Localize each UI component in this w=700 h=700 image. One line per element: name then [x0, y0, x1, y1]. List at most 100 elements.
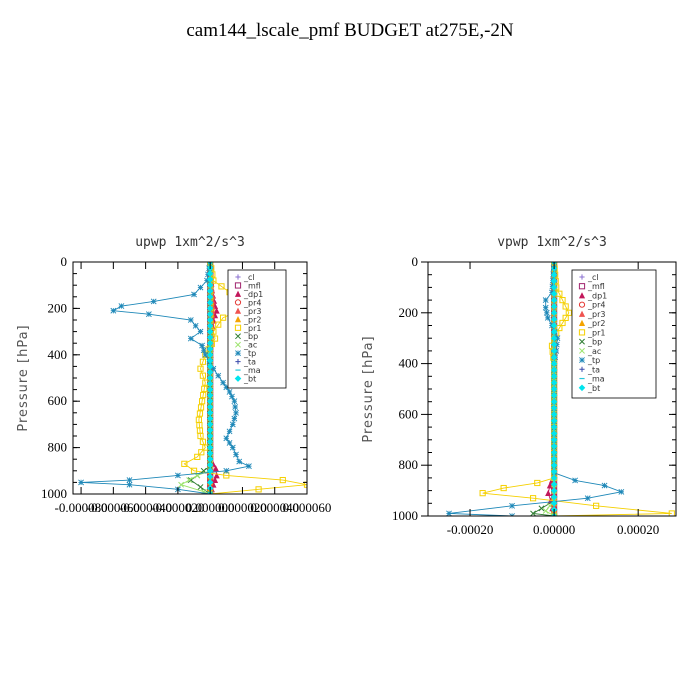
y-tick-label: 400 [48, 347, 68, 362]
point-marker [231, 415, 238, 422]
point-marker [235, 341, 241, 348]
legend-entry: _ma [579, 375, 605, 384]
x-tick-label: 0.000040 [250, 500, 299, 515]
point-marker [231, 398, 238, 405]
point-marker [550, 315, 558, 323]
point-marker [550, 296, 558, 304]
legend-entry: _ta [579, 365, 600, 374]
series-line [81, 262, 251, 494]
legend-entry: _ac [579, 347, 601, 356]
point-marker [550, 480, 558, 488]
point-marker [245, 463, 252, 470]
y-tick-label: 400 [399, 356, 419, 371]
legend-label: _bt [587, 384, 600, 393]
legend-label: _pr3 [243, 307, 261, 316]
legend-label: _ma [243, 366, 261, 375]
legend-label: _tp [587, 356, 600, 365]
point-marker [544, 314, 551, 321]
x-tick-label: -0.00020 [447, 522, 494, 537]
point-marker [197, 284, 204, 291]
point-marker [78, 479, 84, 486]
point-marker [550, 379, 558, 386]
point-marker [593, 502, 600, 509]
point-marker [550, 341, 558, 348]
chart-panel-1: upwp 1xm^2/s^3 Pressure [hPa] 0 200 400 600 80… [16, 235, 331, 515]
legend-entry: _pr3 [234, 307, 261, 316]
point-marker [550, 303, 558, 310]
legend-label: _ac [587, 347, 601, 356]
point-marker [578, 301, 586, 308]
point-marker [255, 486, 262, 493]
point-marker [215, 372, 222, 379]
point-marker [500, 484, 507, 492]
point-marker [223, 435, 230, 442]
legend-label: _ta [243, 358, 256, 367]
point-marker [219, 314, 227, 321]
point-marker [529, 495, 537, 502]
point-marker [204, 277, 210, 284]
legend-label: _ta [587, 365, 600, 374]
point-marker [446, 510, 452, 516]
point-marker [534, 479, 541, 487]
x-tick-label: -0.000040 [119, 500, 172, 515]
legend-entry: _cl [235, 273, 255, 282]
point-marker [235, 350, 241, 357]
legend-entry: _pr1 [578, 328, 605, 337]
point-marker [201, 385, 208, 392]
point-marker [578, 319, 586, 327]
x-tick-label: 0.00000 [533, 522, 575, 537]
legend-entry: _mfl [234, 281, 261, 290]
point-marker [126, 477, 133, 483]
y-tick-label: 0 [61, 254, 68, 269]
point-marker [618, 488, 625, 495]
point-marker [178, 481, 185, 488]
point-marker [550, 360, 558, 367]
legend-entry: _dp1 [234, 290, 263, 299]
legend-entry: _pr1 [234, 324, 261, 333]
point-marker [211, 476, 219, 483]
x-tick-label: 0.000060 [283, 500, 332, 515]
point-marker [550, 309, 558, 317]
point-marker [559, 319, 566, 327]
point-marker [550, 474, 558, 482]
point-marker [187, 335, 194, 342]
legend-label: _mfl [243, 281, 261, 290]
y-axis-label: Pressure [hPa] [16, 324, 31, 431]
figure-title: cam144_lscale_pmf BUDGET at275E,-2N [186, 20, 514, 41]
point-marker [145, 311, 152, 318]
point-marker [545, 489, 552, 497]
point-marker [234, 307, 242, 314]
legend-label: _bt [243, 375, 256, 384]
point-marker [200, 391, 207, 399]
point-marker [579, 338, 585, 345]
legend-entry: _pr2 [234, 315, 261, 324]
point-marker [211, 335, 219, 342]
point-marker [199, 398, 206, 405]
point-marker [550, 328, 558, 336]
point-marker [578, 292, 586, 299]
legend-label: _ac [243, 341, 257, 350]
legend-label: _pr1 [243, 324, 261, 333]
point-marker [550, 284, 558, 291]
point-marker [198, 449, 205, 456]
point-marker [550, 398, 558, 406]
point-marker [235, 274, 241, 280]
point-marker [579, 274, 585, 280]
point-marker [542, 304, 549, 311]
y-tick-label: 1000 [392, 508, 418, 523]
point-marker [194, 453, 201, 460]
point-marker [215, 321, 222, 328]
point-marker [550, 423, 558, 431]
point-marker [210, 365, 217, 372]
point-marker [126, 481, 133, 488]
point-marker [200, 347, 207, 354]
point-marker [190, 467, 198, 474]
point-marker [543, 309, 550, 316]
legend-box [227, 269, 287, 389]
point-marker [199, 372, 207, 379]
point-marker [213, 472, 220, 479]
point-marker [550, 366, 558, 374]
point-marker [197, 365, 204, 372]
point-marker [578, 384, 586, 392]
